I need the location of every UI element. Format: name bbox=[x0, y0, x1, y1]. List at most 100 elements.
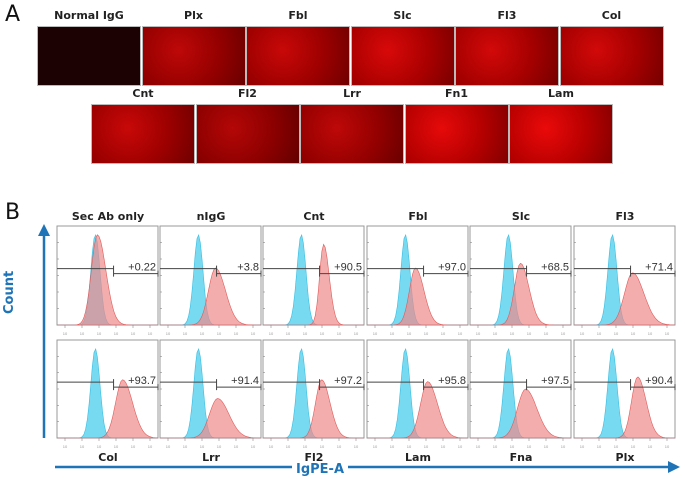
x-tick-label: 10 bbox=[303, 444, 308, 449]
percent-positive-label: +0.22 bbox=[128, 262, 156, 274]
x-tick-label: 10 bbox=[458, 331, 463, 336]
x-axis-title: IgPE-A bbox=[292, 462, 349, 477]
x-tick-label: 10 bbox=[80, 331, 85, 336]
x-tick-label: 10 bbox=[269, 444, 274, 449]
x-tick-label: 10 bbox=[286, 444, 291, 449]
histogram-title: Sec Ab only bbox=[71, 210, 145, 223]
sample-histogram bbox=[57, 234, 158, 326]
x-tick-label: 10 bbox=[631, 331, 636, 336]
x-tick-label: 10 bbox=[390, 444, 395, 449]
sample-histogram bbox=[574, 272, 676, 326]
x-tick-label: 10 bbox=[441, 444, 446, 449]
sample-histogram bbox=[367, 381, 468, 439]
histogram-title: Cnt bbox=[303, 210, 325, 223]
histogram-frame bbox=[262, 225, 365, 326]
x-tick-label: 10 bbox=[407, 331, 412, 336]
x-tick-label: 10 bbox=[114, 331, 119, 336]
x-tick-label: 10 bbox=[251, 444, 256, 449]
immunofluorescence-micrograph bbox=[195, 104, 300, 164]
immunofluorescence-micrograph bbox=[455, 26, 559, 86]
x-tick-label: 10 bbox=[217, 331, 222, 336]
x-tick-label: 10 bbox=[80, 444, 85, 449]
x-tick-label: 10 bbox=[527, 444, 532, 449]
histogram-title: Fl3 bbox=[615, 210, 635, 223]
percent-positive-label: +97.0 bbox=[438, 262, 466, 274]
gate-marker bbox=[574, 265, 676, 277]
x-tick-label: 10 bbox=[493, 444, 498, 449]
micrograph-label: Slc bbox=[393, 9, 412, 22]
immunofluorescence-micrograph bbox=[91, 104, 195, 164]
micrograph-label: Lrr bbox=[343, 87, 361, 100]
x-tick-label: 10 bbox=[665, 444, 670, 449]
x-tick-label: 10 bbox=[614, 444, 619, 449]
gate-marker bbox=[470, 265, 572, 277]
x-tick-label: 10 bbox=[424, 331, 429, 336]
percent-positive-label: +91.4 bbox=[231, 375, 259, 387]
percent-positive-label: +90.4 bbox=[645, 375, 673, 387]
histogram-frame bbox=[573, 339, 676, 439]
percent-positive-label: +90.5 bbox=[334, 262, 362, 274]
x-tick-label: 10 bbox=[183, 444, 188, 449]
histogram-title: Slc bbox=[511, 210, 531, 223]
histogram-title: Fbl bbox=[408, 210, 428, 223]
micrograph-label: Fn1 bbox=[445, 87, 468, 100]
gate-marker bbox=[160, 379, 262, 391]
x-tick-label: 10 bbox=[234, 444, 239, 449]
x-tick-label: 10 bbox=[200, 444, 205, 449]
x-tick-label: 10 bbox=[148, 444, 153, 449]
histogram-title: nIgG bbox=[196, 210, 226, 223]
y-axis-arrow-head bbox=[38, 224, 50, 236]
sample-histogram bbox=[470, 262, 571, 326]
immunofluorescence-micrograph bbox=[404, 104, 509, 164]
x-tick-label: 10 bbox=[665, 331, 670, 336]
x-tick-label: 10 bbox=[561, 444, 566, 449]
gate-marker bbox=[160, 265, 262, 277]
sample-histogram bbox=[160, 267, 261, 326]
x-tick-label: 10 bbox=[561, 331, 566, 336]
x-axis-arrow-head bbox=[668, 461, 680, 473]
x-tick-label: 10 bbox=[597, 331, 602, 336]
x-tick-label: 10 bbox=[320, 444, 325, 449]
x-tick-label: 10 bbox=[493, 331, 498, 336]
x-tick-label: 10 bbox=[631, 444, 636, 449]
x-tick-label: 10 bbox=[597, 444, 602, 449]
histogram-title: Col bbox=[98, 451, 118, 464]
x-tick-label: 10 bbox=[114, 444, 119, 449]
x-tick-label: 10 bbox=[286, 331, 291, 336]
sample-histogram bbox=[57, 379, 159, 439]
x-tick-label: 10 bbox=[648, 444, 653, 449]
micrograph-label: Fbl bbox=[288, 9, 308, 22]
histogram-frame bbox=[56, 339, 159, 439]
percent-positive-label: +68.5 bbox=[541, 262, 569, 274]
x-tick-label: 10 bbox=[337, 331, 342, 336]
histogram-title: Fl2 bbox=[304, 451, 324, 464]
x-tick-label: 10 bbox=[131, 331, 136, 336]
immunofluorescence-micrograph bbox=[509, 104, 613, 164]
micrograph-label: Fl2 bbox=[238, 87, 257, 100]
percent-positive-label: +95.8 bbox=[438, 375, 466, 387]
y-axis-title: Count bbox=[2, 266, 17, 318]
x-tick-label: 10 bbox=[251, 331, 256, 336]
x-tick-label: 10 bbox=[510, 444, 515, 449]
sample-histogram bbox=[263, 379, 364, 439]
gate-marker bbox=[263, 379, 365, 391]
immunofluorescence-micrograph bbox=[37, 26, 141, 86]
x-tick-label: 10 bbox=[614, 331, 619, 336]
percent-positive-label: +97.2 bbox=[334, 375, 362, 387]
percent-positive-label: +93.7 bbox=[128, 375, 156, 387]
x-tick-label: 10 bbox=[166, 331, 171, 336]
x-tick-label: 10 bbox=[373, 331, 378, 336]
x-tick-label: 10 bbox=[354, 444, 359, 449]
histogram-title: Fna bbox=[509, 451, 533, 464]
x-tick-label: 10 bbox=[303, 331, 308, 336]
x-tick-label: 10 bbox=[476, 444, 481, 449]
x-tick-label: 10 bbox=[544, 331, 549, 336]
x-tick-label: 10 bbox=[234, 331, 239, 336]
gate-marker bbox=[367, 265, 469, 277]
percent-positive-label: +97.5 bbox=[541, 375, 569, 387]
x-tick-label: 10 bbox=[97, 444, 102, 449]
immunofluorescence-micrograph bbox=[246, 26, 350, 86]
gate-marker bbox=[57, 379, 159, 391]
x-tick-label: 10 bbox=[648, 331, 653, 336]
